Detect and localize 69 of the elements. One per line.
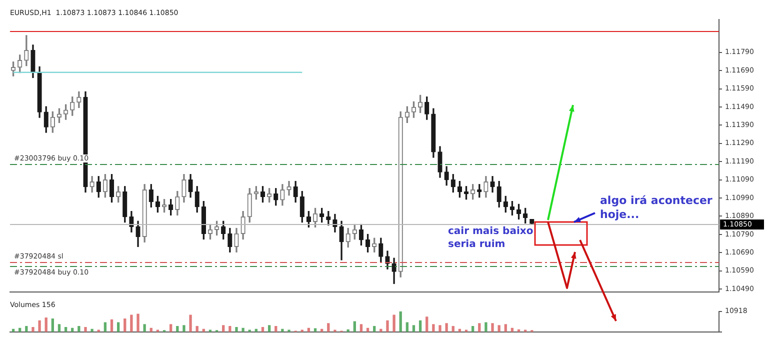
bar bbox=[307, 328, 310, 332]
bar bbox=[484, 322, 488, 332]
bar bbox=[517, 329, 520, 332]
bar bbox=[90, 328, 94, 332]
bar bbox=[176, 326, 179, 332]
bar bbox=[25, 326, 28, 332]
bar bbox=[274, 326, 278, 332]
bar bbox=[150, 328, 152, 332]
bar bbox=[196, 326, 198, 332]
annotation: algo irá acontecer hoje... bbox=[600, 194, 714, 222]
bar bbox=[504, 324, 507, 332]
bar bbox=[228, 326, 232, 332]
bar bbox=[110, 319, 114, 332]
annotation: cair mais baixo seria ruim bbox=[448, 226, 534, 251]
bar bbox=[268, 325, 271, 332]
bar bbox=[392, 314, 396, 332]
bar bbox=[124, 318, 126, 332]
bar bbox=[438, 325, 442, 332]
bar bbox=[471, 326, 474, 332]
bar bbox=[445, 323, 448, 332]
candlestick bbox=[286, 180, 292, 196]
bar bbox=[261, 326, 264, 332]
bar bbox=[12, 328, 15, 332]
bar bbox=[366, 328, 370, 332]
bar bbox=[242, 328, 244, 332]
bar bbox=[426, 316, 428, 332]
bar bbox=[373, 326, 376, 332]
bar bbox=[432, 324, 435, 332]
bar bbox=[452, 326, 454, 332]
bar bbox=[116, 322, 120, 332]
bar bbox=[380, 328, 382, 332]
bar bbox=[386, 320, 389, 332]
bar bbox=[360, 324, 363, 332]
bar bbox=[498, 325, 500, 332]
bar bbox=[346, 329, 350, 332]
bar bbox=[18, 328, 22, 332]
bar bbox=[254, 328, 258, 332]
bar bbox=[412, 325, 416, 332]
bar bbox=[84, 326, 87, 332]
bar bbox=[78, 326, 80, 332]
bar bbox=[182, 325, 186, 332]
bar bbox=[51, 318, 54, 332]
bar bbox=[136, 314, 140, 332]
bar bbox=[58, 324, 61, 332]
bar bbox=[44, 318, 48, 332]
bar bbox=[418, 320, 422, 332]
bar bbox=[235, 326, 238, 332]
bar bbox=[314, 328, 317, 332]
bar bbox=[38, 320, 41, 332]
bar bbox=[510, 328, 514, 332]
bar bbox=[281, 328, 284, 332]
bar bbox=[458, 328, 462, 332]
bar bbox=[64, 326, 68, 332]
bar bbox=[104, 322, 107, 332]
bar bbox=[399, 311, 402, 332]
bar bbox=[327, 323, 330, 332]
bar bbox=[130, 314, 133, 332]
bar bbox=[143, 324, 146, 332]
bar bbox=[71, 328, 74, 332]
bar bbox=[32, 326, 34, 332]
bar bbox=[222, 325, 225, 332]
bar bbox=[202, 328, 205, 332]
bar bbox=[478, 323, 481, 332]
bar bbox=[189, 314, 192, 332]
bar bbox=[170, 324, 172, 332]
bar bbox=[491, 323, 494, 332]
bar bbox=[406, 322, 408, 332]
bar bbox=[320, 328, 324, 332]
bar bbox=[353, 321, 356, 332]
